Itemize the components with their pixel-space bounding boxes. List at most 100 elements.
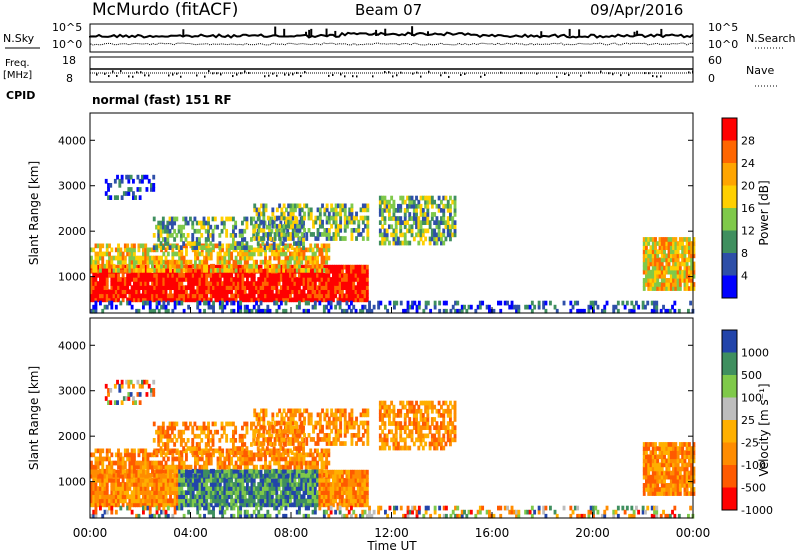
power-cell — [549, 301, 552, 306]
power-cell — [200, 233, 203, 238]
velocity-cell — [108, 449, 111, 454]
power-cell — [132, 179, 135, 184]
power-cell — [266, 241, 269, 246]
power-cell — [205, 260, 208, 265]
power-cell — [321, 252, 324, 257]
power-cell — [429, 241, 432, 246]
power-cell — [235, 256, 238, 261]
power-cell — [144, 244, 147, 249]
power-cell — [379, 301, 382, 306]
power-cell — [479, 305, 482, 310]
velocity-cell — [250, 426, 253, 431]
power-cell — [420, 204, 423, 209]
power-cell — [205, 264, 208, 269]
power-cell — [531, 301, 534, 306]
nave-point — [556, 76, 558, 78]
velocity-cell — [191, 438, 194, 443]
power-cell — [321, 224, 324, 229]
noise-sky-line — [90, 33, 693, 38]
nave-point — [620, 74, 622, 76]
power-cell — [124, 260, 127, 265]
velocity-cell — [230, 461, 233, 466]
power-cell — [226, 301, 229, 306]
nave-point — [352, 75, 354, 77]
power-cell — [246, 260, 249, 265]
power-cell — [355, 236, 358, 241]
velocity-cell — [223, 430, 226, 435]
power-cell — [117, 268, 120, 273]
power-cell — [337, 232, 340, 237]
velocity-cell — [221, 422, 224, 427]
velocity-cell — [133, 457, 136, 462]
power-cell — [422, 208, 425, 213]
velocity-cell — [151, 469, 154, 474]
power-cell — [294, 208, 297, 213]
power-cell — [679, 266, 682, 271]
power-cell — [366, 208, 369, 213]
power-cell — [366, 285, 369, 290]
power-cell — [194, 268, 197, 273]
velocity-cell — [162, 422, 165, 427]
power-cell — [155, 245, 158, 250]
velocity-cell — [225, 434, 228, 439]
velocity-cell — [124, 465, 127, 470]
velocity-cell — [169, 434, 172, 439]
power-cell — [246, 241, 249, 246]
power-cell — [572, 305, 575, 310]
power-cell — [388, 208, 391, 213]
power-cell — [255, 264, 258, 269]
power-cell — [130, 187, 133, 192]
power-cell — [156, 305, 159, 310]
power-cell — [316, 256, 319, 261]
power-cell — [357, 220, 360, 225]
velocity-cell — [234, 430, 237, 435]
velocity-cell — [243, 434, 246, 439]
power-cell — [185, 264, 188, 269]
power-y-tick-label: 1000 — [58, 271, 86, 284]
noise-left-label: N.Sky — [3, 32, 35, 45]
power-cell — [262, 224, 265, 229]
velocity-cell — [122, 469, 125, 474]
velocity-cell — [318, 473, 321, 478]
power-cell — [429, 224, 432, 229]
power-cell — [644, 305, 647, 310]
velocity-cell — [269, 465, 272, 470]
power-cell — [255, 268, 258, 273]
power-cell — [219, 252, 222, 257]
velocity-cell — [180, 457, 183, 462]
velocity-cell — [133, 453, 136, 458]
power-cell — [119, 301, 122, 306]
power-cell — [255, 301, 258, 306]
power-cell — [175, 233, 178, 238]
power-cell — [126, 285, 129, 290]
power-cell — [218, 241, 221, 246]
power-cell — [285, 252, 288, 257]
nave-point — [484, 74, 486, 76]
velocity-cell — [280, 413, 283, 418]
power-cell — [278, 281, 281, 286]
power-cell — [278, 305, 281, 310]
power-cell — [191, 221, 194, 226]
power-cell — [393, 204, 396, 209]
power-cell — [250, 245, 253, 250]
power-colorbar-color-block — [722, 276, 737, 299]
velocity-cell — [321, 469, 324, 474]
velocity-cell — [253, 499, 256, 504]
power-cell — [223, 264, 226, 269]
power-cell — [445, 196, 448, 201]
power-cell — [399, 216, 402, 221]
power-cell — [244, 289, 247, 294]
power-cell — [362, 220, 365, 225]
power-cell — [395, 224, 398, 229]
velocity-cell — [166, 446, 169, 451]
velocity-cell — [264, 457, 267, 462]
velocity-cell — [99, 453, 102, 458]
power-cell — [95, 264, 98, 269]
power-cell — [216, 225, 219, 230]
velocity-cell — [307, 473, 310, 478]
power-cell — [411, 233, 414, 238]
velocity-cell — [173, 426, 176, 431]
power-cell — [321, 220, 324, 225]
power-cell — [138, 289, 141, 294]
power-cell — [182, 225, 185, 230]
